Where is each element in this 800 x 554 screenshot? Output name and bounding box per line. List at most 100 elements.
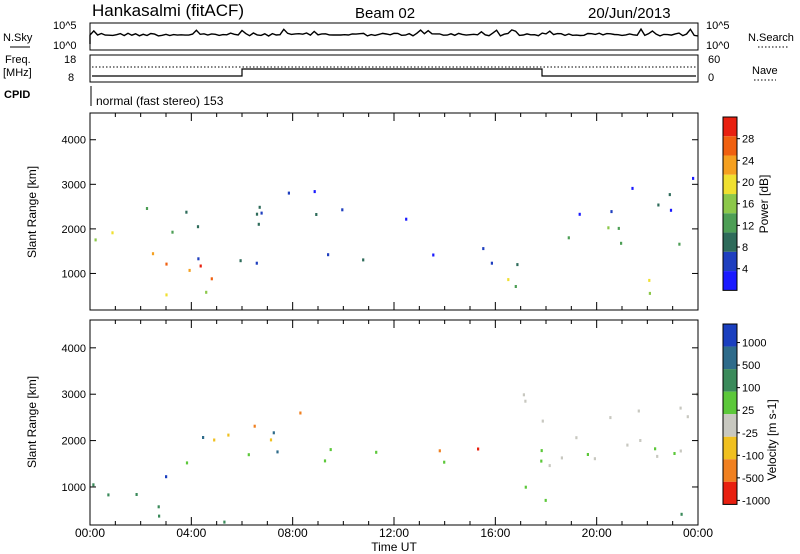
range-gate-cell xyxy=(299,411,302,415)
range-gate-cell xyxy=(637,409,640,413)
colorbar-tick-label: -1000 xyxy=(742,495,770,507)
range-gate-cell xyxy=(610,210,613,214)
range-gate-cell xyxy=(197,257,200,261)
range-gate-cell xyxy=(560,456,563,460)
range-gate-cell xyxy=(654,447,657,451)
date-label: 20/Jun/2013 xyxy=(588,5,671,22)
power-frame xyxy=(89,112,699,311)
power-ylabel: Slant Range [km] xyxy=(25,166,39,258)
range-gate-cell xyxy=(668,193,671,197)
range-gate-cell xyxy=(239,259,242,263)
range-gate-cell xyxy=(617,226,620,230)
range-gate-cell xyxy=(609,416,612,420)
nsearch-label: N.Search xyxy=(748,32,794,44)
colorbar-segment xyxy=(723,414,737,437)
colorbar-segment xyxy=(723,391,737,415)
range-gate-cell xyxy=(145,207,149,210)
range-gate-cell xyxy=(135,493,138,496)
range-gate-cell xyxy=(315,213,318,216)
range-gate-cell xyxy=(327,253,330,257)
range-gate-cell xyxy=(213,438,216,442)
colorbar-tick-label: 100 xyxy=(742,383,760,395)
colorbar-tick-label: 500 xyxy=(742,360,760,372)
range-gate-cell xyxy=(656,454,659,458)
range-gate-cell xyxy=(276,450,279,454)
range-gate-cell xyxy=(255,261,258,265)
velocity-ylabel: Slant Range [km] xyxy=(25,376,39,468)
range-gate-cell xyxy=(362,258,365,262)
range-gate-cell xyxy=(188,268,191,272)
y-tick-label: 3000 xyxy=(62,179,86,191)
range-gate-cell xyxy=(639,439,642,442)
range-gate-cell xyxy=(329,448,332,452)
range-gate-cell xyxy=(648,291,651,295)
range-gate-cell xyxy=(253,424,256,428)
range-gate-cell xyxy=(522,393,525,397)
colorbar-segment xyxy=(723,251,737,272)
range-gate-cell xyxy=(482,247,485,251)
freq-frame xyxy=(89,54,699,83)
colorbar-tick-label: 25 xyxy=(742,405,754,417)
range-gate-cell xyxy=(626,443,629,447)
colorbar-segment xyxy=(723,346,737,370)
range-gate-cell xyxy=(514,285,517,288)
colorbar-segment xyxy=(723,324,737,347)
range-gate-cell xyxy=(443,460,446,464)
range-gate-cell xyxy=(223,520,226,524)
range-gate-cell xyxy=(631,186,634,190)
range-gate-cell xyxy=(313,190,316,194)
range-gate-cell xyxy=(540,459,543,463)
colorbar-segment xyxy=(723,481,737,505)
time-tick-label: 16:00 xyxy=(480,526,510,540)
colorbar-tick-label: 1000 xyxy=(742,338,766,350)
range-gate-cell xyxy=(165,262,168,266)
time-tick-label: 08:00 xyxy=(278,526,308,540)
y-tick-label: 3000 xyxy=(62,389,86,401)
freq-trace xyxy=(92,68,696,77)
range-gate-cell xyxy=(686,415,689,419)
velocity-colorbar: 1000 500 100 25 -25 -100 -500 -1000 xyxy=(722,323,770,507)
range-gate-cell xyxy=(575,436,578,440)
colorbar-tick-label: 4 xyxy=(742,264,748,276)
nsky-panel: N.Sky 10^5 10^0 10^5 10^0 N.Search xyxy=(3,20,794,52)
colorbar-segment xyxy=(723,117,737,137)
y-tick-label: 4000 xyxy=(62,135,86,147)
colorbar-segment xyxy=(723,232,737,252)
range-gate-cell xyxy=(171,230,174,234)
range-gate-cell xyxy=(165,475,168,479)
power-heatmap xyxy=(94,176,695,297)
station-title: Hankasalmi (fitACF) xyxy=(92,1,244,20)
velocity-heatmap xyxy=(92,392,699,524)
power-cbar-label: Power [dB] xyxy=(757,175,771,234)
range-gate-cell xyxy=(648,278,651,282)
range-gate-cell xyxy=(490,261,493,265)
range-gate-cell xyxy=(151,252,155,256)
colorbar-tick-label: 16 xyxy=(742,199,754,211)
range-gate-cell xyxy=(567,236,570,240)
colorbar-segment xyxy=(723,194,737,214)
colorbar-segment xyxy=(723,271,737,291)
range-gate-cell xyxy=(210,277,213,281)
colorbar-segment xyxy=(723,436,737,460)
range-gate-cell xyxy=(586,453,589,456)
range-gate-cell xyxy=(257,222,260,226)
colorbar-tick-label: -25 xyxy=(742,428,758,440)
range-gate-cell xyxy=(323,459,327,463)
colorbar-frame xyxy=(722,323,738,505)
nave-label: Nave xyxy=(752,65,778,77)
nsky-trace xyxy=(89,27,699,44)
power-x-ticks xyxy=(89,113,699,310)
range-gate-cell xyxy=(287,191,290,195)
range-gate-cell xyxy=(199,264,202,268)
colorbar-tick-label: 28 xyxy=(742,134,754,146)
colorbar-tick-label: 12 xyxy=(742,220,754,232)
nsky-frame xyxy=(89,22,699,51)
colorbar-tick-label: -500 xyxy=(742,473,764,485)
range-gate-cell xyxy=(185,210,188,214)
range-gate-cell xyxy=(607,226,610,230)
velocity-panel: 1000 2000 3000 4000 Slant Range [km] 1000 50… xyxy=(25,319,779,526)
range-gate-cell xyxy=(620,241,623,245)
nsky-tick-top: 10^5 xyxy=(53,20,77,32)
range-gate-cell xyxy=(260,211,263,215)
